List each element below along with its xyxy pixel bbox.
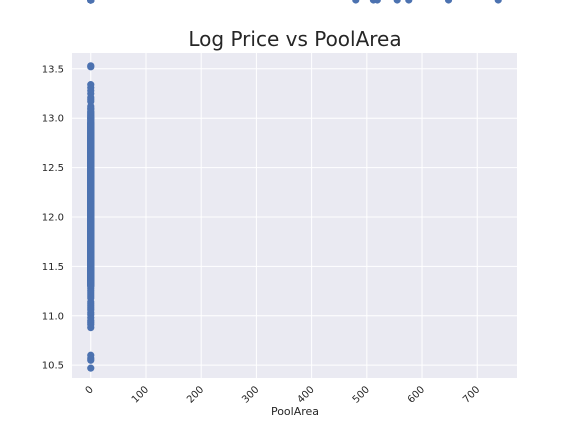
data-point: [87, 214, 95, 222]
x-axis-label: PoolArea: [271, 405, 319, 418]
data-point: [373, 0, 381, 4]
x-tick-label: 300: [240, 384, 261, 405]
y-tick-label: 12.5: [42, 163, 64, 174]
data-point: [87, 208, 95, 216]
x-tick-label: 400: [295, 384, 316, 405]
data-point: [405, 0, 413, 4]
x-tick-label: 600: [406, 384, 427, 405]
data-point: [352, 0, 360, 4]
data-point: [87, 114, 95, 122]
data-point: [87, 364, 95, 372]
data-point: [87, 170, 95, 179]
x-tick-labels: 0 100 200 300 400 500 600 700: [84, 384, 483, 405]
data-point: [494, 0, 502, 4]
data-point: [87, 232, 95, 240]
data-point: [87, 155, 95, 163]
x-tick-label: 100: [130, 384, 151, 405]
y-tick-labels: 10.5 11.0 11.5 12.0 12.5 13.0 13.5: [42, 64, 64, 371]
data-points: [87, 0, 502, 372]
data-point: [87, 97, 95, 106]
x-tick-label: 0: [84, 384, 96, 396]
chart-title: Log Price vs PoolArea: [188, 27, 401, 51]
data-point: [87, 324, 95, 332]
y-tick-label: 11.0: [42, 311, 64, 322]
data-point: [87, 140, 95, 148]
data-point: [444, 0, 453, 4]
plot-background: [72, 53, 517, 378]
data-point: [87, 271, 95, 279]
data-point: [87, 222, 95, 230]
x-tick-label: 500: [351, 384, 372, 405]
data-point: [87, 175, 95, 184]
data-point: [87, 356, 95, 364]
data-point: [87, 63, 95, 71]
data-point: [87, 281, 95, 289]
x-tick-label: 700: [461, 384, 482, 405]
data-point: [393, 0, 401, 4]
data-point: [87, 132, 95, 140]
y-tick-label: 10.5: [42, 361, 64, 372]
data-point: [87, 0, 95, 4]
data-point: [87, 184, 95, 192]
data-point: [87, 161, 95, 169]
y-tick-label: 12.0: [42, 212, 64, 223]
data-point: [87, 251, 95, 260]
data-point: [87, 192, 95, 200]
data-point: [87, 123, 95, 131]
data-point: [87, 261, 95, 269]
data-point: [87, 242, 95, 250]
y-tick-label: 13.5: [42, 64, 64, 75]
x-tick-label: 200: [185, 384, 206, 405]
data-point: [87, 202, 95, 210]
y-tick-label: 11.5: [42, 262, 64, 273]
y-tick-label: 13.0: [42, 114, 64, 125]
grid-lines: [72, 53, 517, 378]
